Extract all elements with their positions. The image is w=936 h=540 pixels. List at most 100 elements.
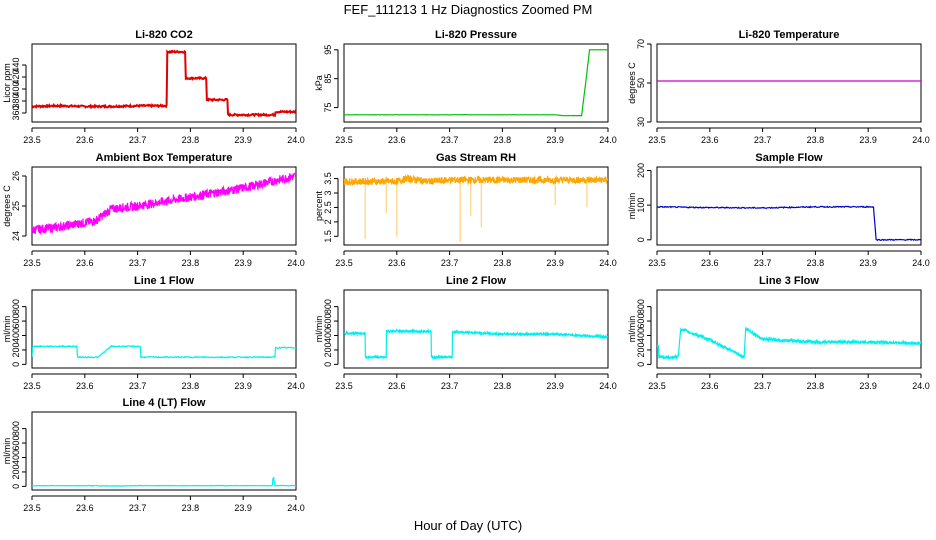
x-tick-label: 23.8 (807, 258, 825, 268)
y-tick-label: 2 (323, 219, 333, 224)
y-tick-label: 200 (323, 342, 333, 357)
y-tick-label: 380 (11, 93, 21, 108)
panel-title: Ambient Box Temperature (96, 152, 233, 164)
panel-title: Sample Flow (755, 152, 823, 164)
y-tick-label: 800 (11, 299, 21, 314)
y-tick-label: 50 (636, 78, 646, 88)
x-tick-label: 23.9 (859, 381, 877, 391)
x-tick-label: 24.0 (599, 381, 617, 391)
x-tick-label: 23.9 (546, 381, 564, 391)
panel-title: Li-820 CO2 (135, 29, 192, 41)
y-tick-label: 200 (636, 163, 646, 178)
x-tick-label: 23.8 (182, 258, 200, 268)
x-tick-label: 23.5 (23, 135, 41, 145)
y-tick-label: 0 (11, 484, 21, 489)
y-tick-label: 440 (11, 57, 21, 72)
x-tick-label: 23.6 (76, 381, 94, 391)
x-tick-label: 23.5 (23, 381, 41, 391)
y-tick-label: 800 (11, 421, 21, 436)
x-tick-label: 23.7 (441, 135, 459, 145)
x-tick-label: 23.5 (335, 381, 353, 391)
y-tick-label: 0 (11, 362, 21, 367)
x-tick-label: 24.0 (287, 381, 305, 391)
x-tick-label: 23.8 (494, 258, 512, 268)
x-tick-label: 23.8 (494, 381, 512, 391)
y-tick-label: 800 (323, 299, 333, 314)
x-tick-label: 24.0 (287, 258, 305, 268)
y-axis-label: ml/min (314, 316, 324, 343)
x-tick-label: 23.9 (234, 135, 252, 145)
x-tick-label: 23.6 (76, 258, 94, 268)
x-tick-label: 23.9 (234, 258, 252, 268)
figure-xlabel: Hour of Day (UTC) (414, 518, 522, 533)
y-tick-label: 200 (636, 342, 646, 357)
x-tick-label: 23.6 (701, 258, 719, 268)
y-tick-label: 400 (11, 328, 21, 343)
panel-2: Li-820 Pressure kPa 23.5 23.6 23.7 23.8 23.9 24… (314, 29, 617, 145)
y-tick-label: 95 (323, 45, 333, 55)
panel-title: Line 3 Flow (759, 275, 819, 287)
y-axis-label: ml/min (2, 316, 12, 343)
x-tick-label: 23.5 (335, 258, 353, 268)
plot-frame (656, 289, 922, 369)
x-tick-label: 23.9 (234, 503, 252, 513)
series-line (32, 477, 296, 487)
plot-frame (656, 166, 922, 246)
panel-title: Line 4 (LT) Flow (123, 397, 206, 409)
y-tick-label: 70 (636, 39, 646, 49)
x-tick-label: 23.6 (388, 135, 406, 145)
y-tick-label: 200 (11, 464, 21, 479)
panel-title: Li-820 Temperature (739, 29, 840, 41)
series-line (344, 48, 608, 117)
x-tick-label: 23.6 (76, 135, 94, 145)
x-tick-label: 23.9 (859, 258, 877, 268)
x-tick-label: 23.6 (76, 503, 94, 513)
y-tick-label: 0 (323, 362, 333, 367)
plot-frame (31, 43, 297, 123)
y-tick-label: 400 (11, 450, 21, 465)
x-tick-label: 23.5 (648, 381, 666, 391)
x-tick-label: 23.7 (754, 258, 772, 268)
y-axis-label: degrees C (627, 62, 637, 104)
y-tick-label: 0 (636, 362, 646, 367)
y-tick-label: 100 (636, 198, 646, 213)
x-tick-label: 23.5 (648, 258, 666, 268)
y-axis-label: ml/min (627, 193, 637, 220)
x-tick-label: 23.6 (701, 381, 719, 391)
y-axis-label: kPa (314, 75, 324, 91)
x-tick-label: 23.7 (129, 503, 147, 513)
plot-frame (31, 289, 297, 369)
y-axis-label: degrees C (2, 185, 12, 227)
x-tick-label: 24.0 (912, 135, 930, 145)
plot-frame (343, 43, 609, 123)
y-tick-label: 30 (636, 117, 646, 127)
panel-8: Line 2 Flow ml/min 23.5 23.6 23.7 23.8 23.9 24.… (314, 275, 617, 391)
y-tick-label: 600 (11, 314, 21, 329)
y-tick-label: 75 (323, 103, 333, 113)
series-line (32, 49, 296, 118)
y-axis-label: percent (314, 190, 324, 221)
y-tick-label: 26 (11, 171, 21, 181)
x-tick-label: 23.8 (807, 135, 825, 145)
series-line (32, 344, 296, 359)
x-tick-label: 24.0 (287, 503, 305, 513)
x-tick-label: 23.9 (859, 135, 877, 145)
y-axis-label: ml/min (627, 316, 637, 343)
x-tick-label: 23.6 (701, 135, 719, 145)
y-tick-label: 25 (11, 201, 21, 211)
y-tick-label: 420 (11, 69, 21, 84)
panel-9: Line 3 Flow ml/min 23.5 23.6 23.7 23.8 23.9 24.… (627, 275, 930, 391)
x-tick-label: 24.0 (287, 135, 305, 145)
series-line (344, 174, 608, 187)
x-tick-label: 23.7 (754, 381, 772, 391)
y-tick-label: 600 (636, 314, 646, 329)
x-tick-label: 23.8 (807, 381, 825, 391)
y-tick-label: 2.5 (323, 201, 333, 214)
y-tick-label: 200 (11, 342, 21, 357)
series-line (657, 205, 921, 242)
y-tick-label: 400 (323, 328, 333, 343)
panel-title: Line 2 Flow (446, 275, 506, 287)
plot-frame (31, 166, 297, 246)
